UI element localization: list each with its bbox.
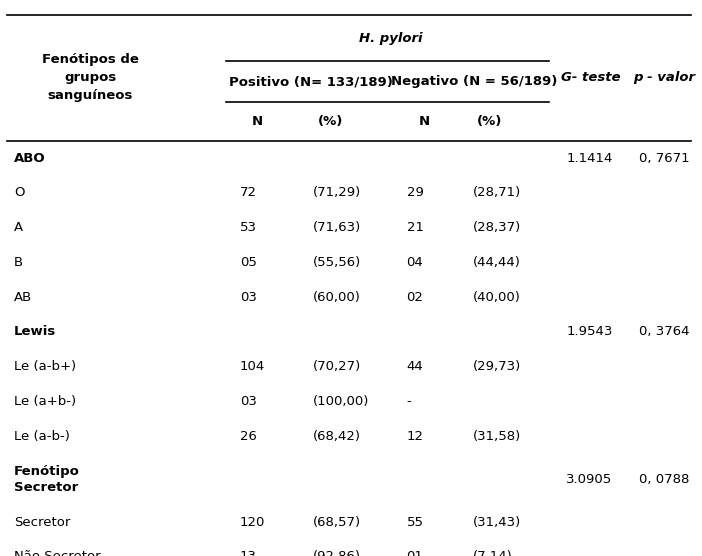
Text: 12: 12	[406, 430, 423, 443]
Text: (%): (%)	[317, 115, 343, 128]
Text: 02: 02	[406, 291, 423, 304]
Text: (100,00): (100,00)	[312, 395, 369, 408]
Text: (55,56): (55,56)	[312, 256, 361, 269]
Text: Le (a-b-): Le (a-b-)	[14, 430, 69, 443]
Text: Negativo (N = 56/189): Negativo (N = 56/189)	[391, 75, 557, 88]
Text: 120: 120	[240, 515, 265, 529]
Text: 104: 104	[240, 360, 265, 373]
Text: (68,42): (68,42)	[312, 430, 361, 443]
Text: 0, 0788: 0, 0788	[640, 473, 689, 486]
Text: (7,14): (7,14)	[472, 550, 512, 556]
Text: Não Secretor: Não Secretor	[14, 550, 100, 556]
Text: 04: 04	[406, 256, 423, 269]
Text: (70,27): (70,27)	[312, 360, 361, 373]
Text: (29,73): (29,73)	[472, 360, 521, 373]
Text: Secretor: Secretor	[14, 515, 70, 529]
Text: 53: 53	[240, 221, 257, 234]
Text: 3.0905: 3.0905	[567, 473, 613, 486]
Text: 0, 7671: 0, 7671	[640, 152, 690, 165]
Text: N: N	[251, 115, 263, 128]
Text: 1.9543: 1.9543	[567, 325, 613, 339]
Text: (28,37): (28,37)	[472, 221, 521, 234]
Text: 21: 21	[406, 221, 423, 234]
Text: H. pylori: H. pylori	[359, 32, 423, 45]
Text: 05: 05	[240, 256, 257, 269]
Text: Fenótipos de
grupos
sanguíneos: Fenótipos de grupos sanguíneos	[42, 53, 139, 102]
Text: B: B	[14, 256, 23, 269]
Text: Le (a-b+): Le (a-b+)	[14, 360, 76, 373]
Text: 1.1414: 1.1414	[567, 152, 613, 165]
Text: ABO: ABO	[14, 152, 46, 165]
Text: Fenótipo
Secretor: Fenótipo Secretor	[14, 465, 80, 494]
Text: 13: 13	[240, 550, 257, 556]
Text: (28,71): (28,71)	[472, 186, 521, 199]
Text: (40,00): (40,00)	[472, 291, 520, 304]
Text: (60,00): (60,00)	[312, 291, 361, 304]
Text: (44,44): (44,44)	[472, 256, 520, 269]
Text: p - valor: p - valor	[633, 72, 694, 85]
Text: (31,58): (31,58)	[472, 430, 521, 443]
Text: (31,43): (31,43)	[472, 515, 521, 529]
Text: 72: 72	[240, 186, 257, 199]
Text: 55: 55	[406, 515, 423, 529]
Text: A: A	[14, 221, 23, 234]
Text: O: O	[14, 186, 25, 199]
Text: (71,63): (71,63)	[312, 221, 361, 234]
Text: Lewis: Lewis	[14, 325, 56, 339]
Text: (71,29): (71,29)	[312, 186, 361, 199]
Text: Positivo (N= 133/189): Positivo (N= 133/189)	[229, 75, 393, 88]
Text: 29: 29	[406, 186, 423, 199]
Text: Le (a+b-): Le (a+b-)	[14, 395, 76, 408]
Text: 03: 03	[240, 395, 257, 408]
Text: AB: AB	[14, 291, 32, 304]
Text: 44: 44	[406, 360, 423, 373]
Text: 03: 03	[240, 291, 257, 304]
Text: 26: 26	[240, 430, 257, 443]
Text: N: N	[418, 115, 430, 128]
Text: (92,86): (92,86)	[312, 550, 361, 556]
Text: 0, 3764: 0, 3764	[640, 325, 690, 339]
Text: -: -	[406, 395, 411, 408]
Text: (68,57): (68,57)	[312, 515, 361, 529]
Text: G- teste: G- teste	[561, 72, 621, 85]
Text: 01: 01	[406, 550, 423, 556]
Text: (%): (%)	[477, 115, 503, 128]
